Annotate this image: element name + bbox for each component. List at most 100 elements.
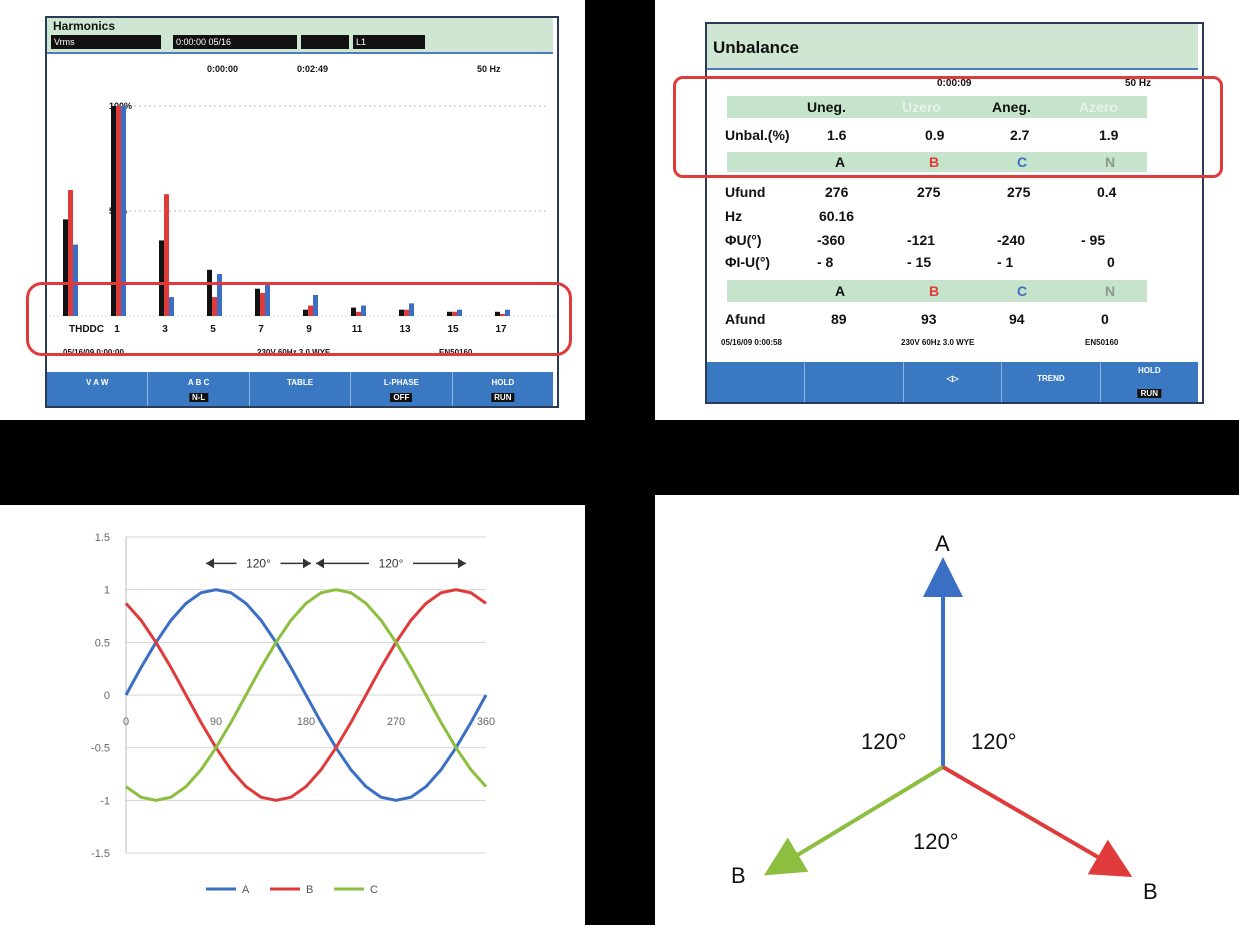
x-tick-label: THDDC bbox=[69, 324, 104, 335]
bar bbox=[212, 297, 217, 316]
y-tick-label: 0 bbox=[104, 690, 110, 702]
harmonics-panel: Harmonics Vrms 0:00:00 05/16 L1 0:00:00 … bbox=[0, 0, 585, 420]
angle-label-left: 120° bbox=[861, 729, 907, 754]
unb-row-label: Unbal.(%) bbox=[725, 127, 790, 143]
unb-header-aneg: Aneg. bbox=[992, 99, 1031, 115]
unb-footer-right: EN50160 bbox=[1085, 338, 1119, 347]
unb-value: 93 bbox=[921, 311, 937, 327]
unbalance-screen: Unbalance 0:00:09 50 Hz Uneg. Uzero Aneg… bbox=[705, 22, 1204, 404]
x-tick-label: 13 bbox=[399, 324, 411, 335]
softkey-trend[interactable]: TREND bbox=[1002, 362, 1101, 402]
unb-value: 2.7 bbox=[1010, 127, 1030, 143]
unb-header-azero: Azero bbox=[1079, 99, 1118, 115]
softkey-box: N-L bbox=[188, 393, 209, 402]
legend-label: C bbox=[370, 884, 378, 896]
unb-row-label: ΦI-U(°) bbox=[725, 254, 771, 270]
softkey-box: RUN bbox=[491, 393, 515, 402]
softkey-vector[interactable]: ◁▷ bbox=[904, 362, 1003, 402]
softkey-label: TREND bbox=[1037, 374, 1065, 383]
bar bbox=[217, 274, 222, 316]
unb-phase-a: A bbox=[835, 283, 846, 299]
unb-header-uzero: Uzero bbox=[902, 99, 941, 115]
bar bbox=[260, 292, 265, 316]
bar bbox=[265, 282, 270, 316]
bar bbox=[255, 288, 260, 316]
x-tick-label: 3 bbox=[162, 324, 168, 335]
unb-value: 275 bbox=[1007, 184, 1031, 200]
softkey-empty-2[interactable] bbox=[805, 362, 904, 402]
softkey-vaw[interactable]: V A W bbox=[47, 372, 149, 406]
y-tick-label: 1.5 bbox=[95, 532, 110, 544]
waveform-panel: 1.5 1 0.5 0 -0.5 -1 -1.5 0 90 180 270 360 120° 120° A B… bbox=[0, 505, 585, 925]
unb-phase-strip-1 bbox=[727, 152, 1147, 172]
softkey-label: HOLD bbox=[1137, 366, 1161, 375]
bar bbox=[457, 309, 462, 316]
unb-value: - 8 bbox=[817, 254, 834, 270]
unb-value: 94 bbox=[1009, 311, 1025, 327]
vector-b-arrow bbox=[763, 765, 945, 876]
x-tick-label: 17 bbox=[495, 324, 507, 335]
harm-footer-left: 05/16/09 0:00:00 bbox=[63, 348, 124, 357]
softkey-box: RUN bbox=[1137, 389, 1161, 398]
series-line-B bbox=[124, 588, 487, 802]
softkey-label: TABLE bbox=[286, 378, 314, 387]
unb-phase-n: N bbox=[1105, 154, 1116, 170]
bar bbox=[121, 106, 126, 316]
bar bbox=[452, 311, 457, 316]
unb-row-label: Hz bbox=[725, 208, 743, 224]
bar bbox=[164, 194, 169, 316]
softkey-lphase[interactable]: L-PHASE OFF bbox=[351, 372, 453, 406]
y-tick-label: -1.5 bbox=[91, 848, 110, 860]
unb-value: 60.16 bbox=[819, 208, 855, 224]
bar bbox=[447, 311, 452, 316]
softkey-label: V A W bbox=[85, 378, 109, 387]
unb-value: 0 bbox=[1101, 311, 1109, 327]
softkey-empty-1[interactable] bbox=[707, 362, 806, 402]
status-box-time: 0:00:00 05/16 bbox=[173, 35, 297, 49]
bar bbox=[356, 311, 361, 316]
unb-phase-c: C bbox=[1017, 154, 1028, 170]
unb-phase-strip-2 bbox=[727, 280, 1147, 302]
annotation-label: 120° bbox=[246, 556, 271, 570]
softkey-hold[interactable]: HOLD RUN bbox=[453, 372, 553, 406]
harmonics-title: Harmonics bbox=[53, 19, 116, 33]
bar bbox=[505, 309, 510, 316]
series-line-A bbox=[124, 588, 488, 802]
softkey-table[interactable]: TABLE bbox=[250, 372, 352, 406]
x-tick-label: 180 bbox=[297, 716, 315, 728]
unb-value: 1.9 bbox=[1099, 127, 1119, 143]
bar bbox=[313, 295, 318, 316]
x-tick-label: 360 bbox=[477, 716, 495, 728]
y-tick-label: 0.5 bbox=[95, 637, 110, 649]
harmonics-softkeys: V A W A B C N-L TABLE L-PHASE OFF HOLD RUN bbox=[47, 372, 553, 406]
bar bbox=[399, 309, 404, 316]
unb-value: - 15 bbox=[907, 254, 932, 270]
info-left: 0:00:00 bbox=[207, 64, 239, 74]
x-tick-label: 5 bbox=[210, 324, 216, 335]
softkey-abc[interactable]: A B C N-L bbox=[148, 372, 250, 406]
legend-label: A bbox=[242, 884, 250, 896]
waveform-line-chart: 1.5 1 0.5 0 -0.5 -1 -1.5 0 90 180 270 360 120° 120° A B… bbox=[91, 532, 495, 896]
vector-label-b: B bbox=[731, 863, 746, 888]
softkey-label: HOLD bbox=[491, 378, 515, 387]
bar bbox=[351, 307, 356, 316]
unb-phase-a: A bbox=[835, 154, 846, 170]
arrow-head bbox=[458, 558, 466, 569]
unbalance-highlight-box bbox=[673, 76, 1223, 178]
bar bbox=[116, 106, 121, 316]
y-tick-label: -0.5 bbox=[91, 743, 110, 755]
softkey-hold[interactable]: HOLD RUN bbox=[1101, 362, 1198, 402]
bar bbox=[207, 269, 212, 316]
unbalance-title-bar: Unbalance bbox=[707, 24, 1198, 70]
series-line-C bbox=[125, 588, 488, 802]
unb-value: 0.4 bbox=[1097, 184, 1117, 200]
unb-phase-c: C bbox=[1017, 283, 1028, 299]
x-tick-label: 1 bbox=[114, 324, 120, 335]
unb-value: - 95 bbox=[1081, 232, 1106, 248]
annotation-label: 120° bbox=[379, 556, 404, 570]
info-right: 50 Hz bbox=[477, 64, 501, 74]
y-tick-label: 1 bbox=[104, 585, 110, 597]
unb-header-uneg: Uneg. bbox=[807, 99, 846, 115]
x-tick-label: 270 bbox=[387, 716, 405, 728]
x-tick-label: 7 bbox=[258, 324, 264, 335]
